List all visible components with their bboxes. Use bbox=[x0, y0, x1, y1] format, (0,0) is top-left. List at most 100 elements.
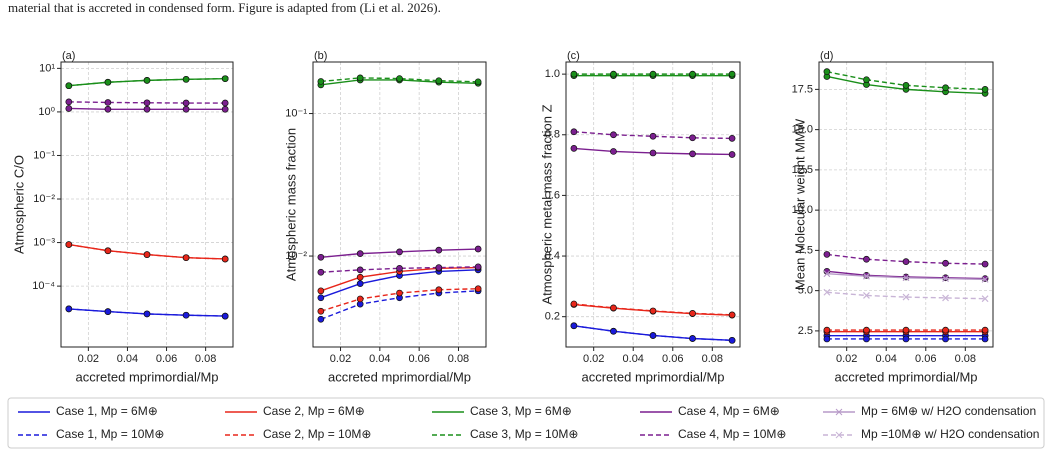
marker bbox=[610, 327, 617, 335]
marker bbox=[823, 326, 831, 334]
marker bbox=[143, 105, 151, 113]
x-tick-label: 0.04 bbox=[117, 353, 138, 365]
marker bbox=[221, 312, 229, 320]
legend-label: Mp = 6M⊕ w/ H2O condensation bbox=[861, 404, 1036, 418]
marker bbox=[317, 294, 325, 302]
marker bbox=[474, 285, 482, 293]
series-line bbox=[573, 303, 733, 316]
y-tick-label: 0.4 bbox=[545, 250, 560, 262]
marker bbox=[182, 254, 190, 262]
marker bbox=[728, 336, 736, 344]
marker bbox=[317, 78, 325, 85]
marker bbox=[104, 105, 112, 113]
marker bbox=[610, 304, 617, 312]
marker bbox=[143, 251, 151, 258]
y-axis-label: Atmospheric C/O bbox=[11, 155, 26, 254]
marker bbox=[182, 75, 190, 83]
legend-label: Case 1, Mp = 6M⊕ bbox=[56, 404, 158, 418]
y-tick-label: 10⁻⁴ bbox=[32, 280, 55, 292]
marker bbox=[689, 70, 696, 78]
marker bbox=[863, 292, 870, 299]
y-axis-label: Atmospheric metal mass fraction Z bbox=[539, 104, 554, 304]
marker bbox=[649, 332, 657, 339]
y-tick-label: 15.0 bbox=[792, 124, 813, 136]
marker bbox=[863, 255, 870, 263]
marker bbox=[728, 70, 736, 78]
marker bbox=[356, 295, 364, 303]
marker bbox=[570, 300, 578, 308]
marker bbox=[942, 335, 949, 343]
y-tick-label: 5.0 bbox=[798, 285, 813, 297]
y-tick-label: 7.5 bbox=[798, 244, 813, 256]
plot-frame bbox=[312, 61, 487, 348]
marker bbox=[942, 84, 949, 92]
legend-label: Case 4, Mp = 6M⊕ bbox=[678, 404, 780, 418]
marker bbox=[649, 70, 657, 78]
marker bbox=[356, 273, 364, 281]
marker bbox=[728, 151, 736, 158]
series-line bbox=[68, 101, 226, 104]
marker bbox=[182, 311, 190, 319]
y-tick-label: 10.0 bbox=[792, 204, 813, 216]
marker bbox=[863, 76, 870, 84]
x-tick-label: 0.08 bbox=[702, 353, 723, 365]
marker bbox=[435, 77, 443, 85]
marker bbox=[689, 134, 696, 142]
series-line bbox=[826, 291, 986, 300]
marker bbox=[65, 305, 73, 313]
marker bbox=[474, 245, 482, 253]
x-tick-label: 0.08 bbox=[448, 353, 469, 365]
marker bbox=[474, 263, 482, 271]
y-tick-label: 0.2 bbox=[545, 311, 560, 323]
series-line bbox=[573, 131, 733, 140]
plot-frame bbox=[818, 61, 994, 348]
legend-label: Case 2, Mp = 10M⊕ bbox=[263, 427, 371, 441]
marker bbox=[649, 149, 657, 157]
marker bbox=[902, 293, 910, 301]
x-tick-label: 0.06 bbox=[408, 353, 429, 365]
panel-label: (d) bbox=[820, 50, 833, 62]
x-tick-label: 0.02 bbox=[583, 353, 604, 365]
marker bbox=[104, 308, 112, 315]
marker bbox=[317, 253, 325, 261]
y-tick-label: 0.8 bbox=[545, 129, 560, 141]
x-tick-label: 0.04 bbox=[876, 353, 897, 365]
x-tick-label: 0.04 bbox=[623, 353, 644, 365]
marker bbox=[570, 70, 578, 78]
series-line bbox=[68, 308, 226, 317]
series-line bbox=[826, 253, 986, 265]
marker bbox=[728, 135, 736, 142]
marker bbox=[649, 307, 657, 315]
marker bbox=[435, 246, 443, 254]
marker bbox=[823, 68, 831, 76]
panel-label: (a) bbox=[62, 50, 75, 62]
legend-label: Case 3, Mp = 6M⊕ bbox=[470, 404, 572, 418]
marker bbox=[356, 266, 364, 274]
marker bbox=[570, 128, 578, 136]
y-tick-label: 10¹ bbox=[39, 62, 55, 74]
marker bbox=[396, 264, 403, 272]
marker bbox=[356, 250, 364, 257]
y-tick-label: 1.0 bbox=[545, 68, 560, 80]
x-axis-label: accreted mprimordial/Mp bbox=[75, 369, 218, 384]
marker bbox=[65, 82, 73, 90]
marker bbox=[689, 335, 696, 342]
x-axis-label: accreted mprimordial/Mp bbox=[581, 369, 724, 384]
x-tick-label: 0.06 bbox=[156, 353, 177, 365]
marker bbox=[942, 275, 949, 282]
y-tick-label: 17.5 bbox=[792, 83, 813, 95]
marker bbox=[689, 150, 696, 158]
marker bbox=[823, 288, 831, 296]
marker bbox=[143, 310, 151, 318]
marker bbox=[610, 131, 617, 139]
series-line bbox=[320, 77, 479, 83]
marker bbox=[902, 335, 910, 343]
x-axis-label: accreted mprimordial/Mp bbox=[834, 369, 977, 384]
marker bbox=[104, 78, 112, 86]
marker bbox=[610, 70, 617, 78]
legend-label: Mp =10M⊕ w/ H2O condensation bbox=[861, 427, 1039, 441]
marker bbox=[221, 105, 229, 113]
x-tick-label: 0.08 bbox=[195, 353, 216, 365]
marker bbox=[396, 248, 403, 256]
